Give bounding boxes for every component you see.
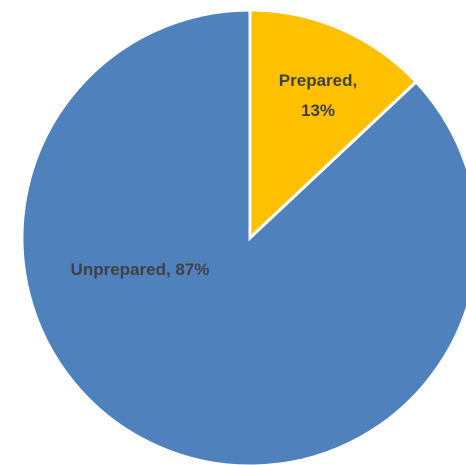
pie-label-prepared: Prepared, 13% [279,71,357,120]
pie-label-unprepared: Unprepared, 87% [71,260,210,279]
pie-slices [20,8,466,465]
pie-label-line: Unprepared, 87% [71,260,210,279]
pie-slice-prepared [248,8,419,242]
pie-slice-unprepared [20,8,466,465]
pie-label-line: 13% [301,101,335,120]
pie-label-line: Prepared, [279,71,357,90]
pie-labels: Prepared, 13% Unprepared, 87% [71,71,358,279]
